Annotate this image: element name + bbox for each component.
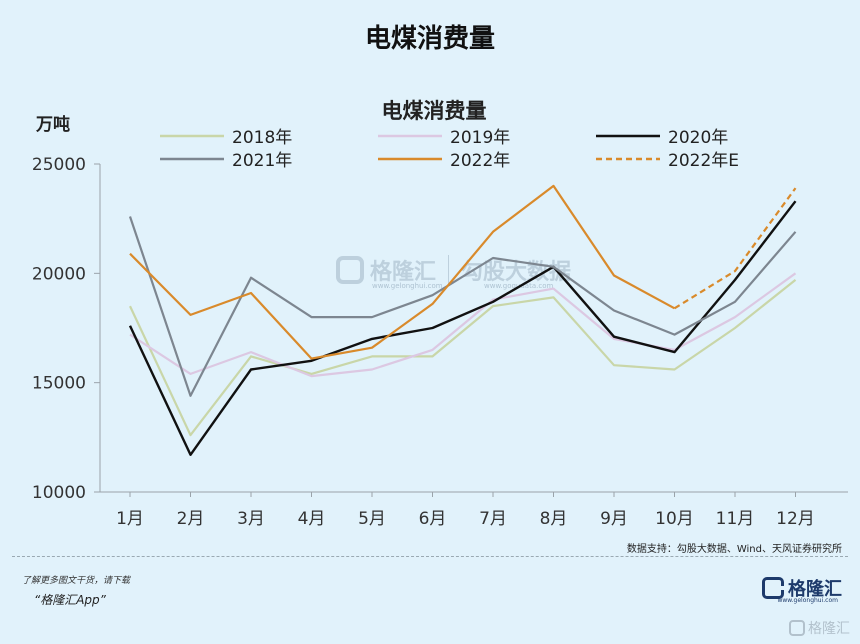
legend-label: 2020年	[668, 128, 728, 148]
series-line-2020年	[128, 200, 797, 456]
legend-label: 2021年	[232, 151, 292, 171]
page-title: 电煤消费量	[364, 24, 495, 54]
x-tick-label: 3月	[237, 509, 265, 529]
x-tick-label: 7月	[479, 509, 507, 529]
line-chart: 10000 15000 20000 25000 1月 2月 3月 4月 5月 6月 7月 8月 9月 10…	[32, 99, 848, 529]
legend-label: 2022年E	[668, 151, 739, 171]
x-tick-label: 6月	[419, 509, 447, 529]
corner-logo-icon	[789, 620, 805, 636]
y-tick-label: 10000	[32, 483, 86, 503]
series-line-2018年	[129, 279, 797, 437]
y-tick-label: 25000	[32, 155, 86, 175]
promo-app-name: “格隆汇App”	[34, 593, 106, 607]
x-tick-label: 8月	[540, 509, 568, 529]
source-note: 数据支持：勾股大数据、Wind、天风证券研究所	[626, 544, 842, 555]
x-tick-label: 11月	[716, 509, 755, 529]
x-tick-label: 12月	[776, 509, 815, 529]
x-tick-label: 1月	[116, 509, 144, 529]
promo-text: 了解更多图文干货，请下载	[22, 576, 131, 586]
logo-g-icon	[762, 577, 784, 599]
footer-divider	[12, 556, 848, 557]
x-tick-label: 2月	[177, 509, 205, 529]
logo-url: www.gelonghui.com	[777, 597, 838, 604]
logo-name: 格隆汇	[788, 579, 842, 600]
y-axis-label: 万吨	[35, 114, 70, 135]
x-tick-label: 9月	[600, 509, 628, 529]
watermark-brand-url: www.gelonghui.com	[372, 282, 443, 290]
series-line-2021年	[128, 216, 797, 397]
legend-label: 2018年	[232, 128, 292, 148]
x-tick-label: 5月	[358, 509, 386, 529]
series-line-2022年E	[673, 187, 797, 310]
chart-title: 电煤消费量	[382, 99, 487, 123]
series-line-2019年	[129, 272, 797, 378]
corner-watermark: 格隆汇	[789, 618, 850, 638]
x-tick-label: 10月	[655, 509, 694, 529]
series-line-2022年	[129, 184, 676, 360]
x-tick-label: 4月	[298, 509, 326, 529]
legend-label: 2022年	[450, 151, 510, 171]
y-tick-label: 20000	[32, 264, 86, 284]
corner-brand: 格隆汇	[808, 621, 850, 637]
brand-logo: 格隆汇 www.gelonghui.com	[762, 575, 842, 604]
legend-label: 2019年	[450, 128, 510, 148]
y-tick-label: 15000	[32, 374, 86, 394]
